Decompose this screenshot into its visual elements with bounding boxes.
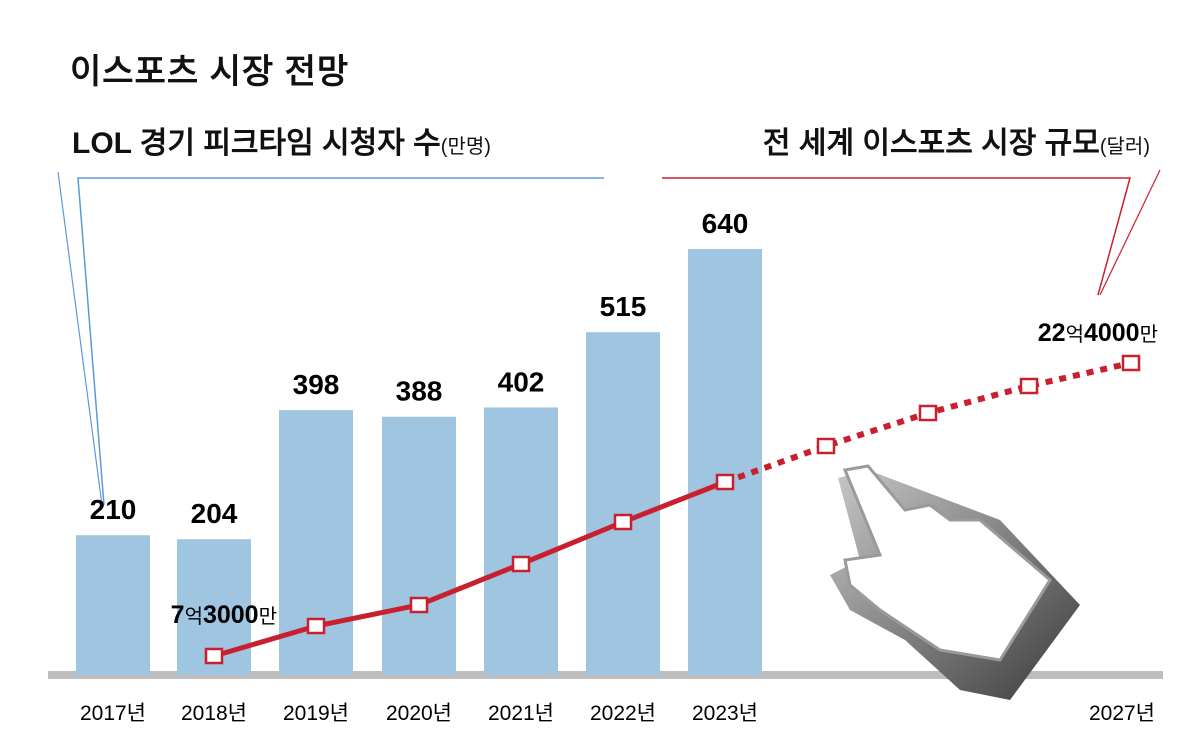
- left-bracket: [77, 177, 604, 506]
- bar-2017년: [76, 535, 150, 675]
- market-title: 전 세계 이스포츠 시장 규모: [762, 127, 1100, 160]
- bar-2023년: [688, 249, 762, 675]
- bar-value-label: 515: [600, 291, 647, 322]
- market-unit: (달러): [1099, 136, 1150, 158]
- market-point-2020년: [409, 596, 429, 614]
- market-point-2026년: [1019, 377, 1039, 395]
- x-axis-label: 2019년: [283, 702, 349, 725]
- pointer-hand-icon: [830, 464, 1080, 700]
- bar-value-label: 388: [396, 376, 443, 407]
- end-value-annotation: 22억4000만: [1038, 319, 1158, 347]
- bar-2020년: [382, 416, 456, 675]
- market-point-2025년: [918, 404, 938, 422]
- market-point-2018년: [204, 647, 224, 665]
- x-axis-label: 2017년: [80, 702, 146, 725]
- right-bracket: [662, 177, 1131, 296]
- start-value-annotation: 7억3000만: [171, 601, 277, 629]
- market-point-2021년: [511, 555, 531, 573]
- market-line-projected: [723, 360, 1132, 485]
- market-point-2024년: [816, 437, 836, 455]
- market-point-2027년: [1121, 354, 1141, 372]
- viewers-title: LOL 경기 피크타임 시청자 수: [72, 127, 441, 160]
- x-axis-label: 2023년: [692, 702, 758, 725]
- x-axis-label: 2021년: [488, 702, 554, 725]
- x-axis-label: 2027년: [1089, 702, 1155, 725]
- bar-value-label: 398: [293, 369, 340, 400]
- bar-value-label: 204: [191, 498, 238, 529]
- market-point-2022년: [613, 513, 633, 531]
- market-point-2019년: [306, 617, 326, 635]
- bar-2021년: [484, 407, 558, 675]
- x-axis-label: 2022년: [590, 702, 656, 725]
- bar-value-label: 402: [498, 366, 545, 397]
- bar-2022년: [586, 332, 660, 675]
- right-subtitle: 전 세계 이스포츠 시장 규모(달러): [763, 118, 1150, 162]
- market-line-actual: [213, 479, 726, 659]
- bar-value-label: 640: [702, 208, 749, 239]
- left-subtitle: LOL 경기 피크타임 시청자 수(만명): [72, 118, 491, 162]
- chart-title: 이스포츠 시장 전망: [70, 53, 350, 91]
- bar-value-label: 210: [90, 494, 137, 525]
- x-axis-label: 2020년: [386, 702, 452, 725]
- right-bracket-line: [1099, 169, 1161, 296]
- market-point-2023년: [715, 473, 735, 491]
- x-axis-label: 2018년: [181, 702, 247, 725]
- left-bracket-line: [57, 171, 103, 506]
- viewers-unit: (만명): [440, 136, 491, 158]
